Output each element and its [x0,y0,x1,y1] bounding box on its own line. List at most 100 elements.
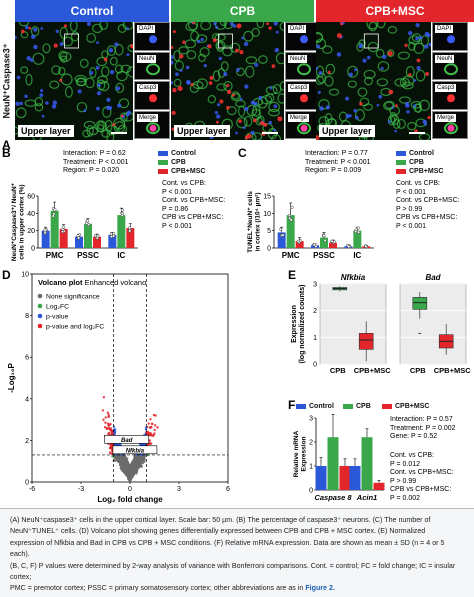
neun-cell [60,55,68,63]
y-tick-label: 20 [27,228,35,235]
casp3-signal [277,116,283,122]
bar-cpb [50,210,59,248]
micrograph-cells [171,22,284,140]
gene-point [101,409,105,412]
bar-cpbmsc [295,241,304,248]
casp3-signal [171,46,174,49]
dapi-nucleus [196,39,201,44]
casp3-signal [103,57,108,62]
dapi-nucleus [254,62,259,67]
category-label: IC [117,251,125,260]
casp3-signal [112,123,116,127]
data-point [120,213,124,217]
dapi-nucleus [108,106,113,110]
micrograph-cells [316,22,431,140]
casp3-signal [216,120,219,124]
dapi-nucleus [114,42,119,47]
dapi-nucleus [126,27,130,31]
dapi-nucleus [97,83,101,87]
casp3-signal [336,33,342,39]
dapi-nucleus [240,98,243,101]
thumbnail-dapi: DAPI [432,22,468,51]
dapi-nucleus [376,103,380,107]
bar-cpb [361,437,373,490]
neun-cell [354,108,366,121]
neun-cell [347,65,359,78]
neun-cell [418,133,431,140]
neun-cell [219,22,228,26]
bar-control [75,236,83,248]
neun-cell [387,26,398,34]
panel-b-legend-control: Control [158,150,196,158]
dapi-nucleus [29,58,34,62]
data-point [347,245,351,249]
figure-2-link[interactable]: Figure 2. [305,584,335,593]
neun-cell [200,22,212,31]
y-tick-label: 15 [263,194,271,201]
dapi-nucleus [318,70,323,75]
gene-point [156,426,159,429]
y-tick-label: 0 [267,246,271,253]
neun-cell [377,61,390,72]
box-cpbmsc [358,333,374,350]
y-tick-label: 0 [313,362,317,369]
neun-cell [82,129,91,138]
dapi-nucleus [235,131,238,135]
panel-c-stats: Interaction: P = 0.77 Treatment: P < 0.00… [305,150,371,175]
dapi-nucleus [229,22,234,26]
dapi-nucleus [213,22,217,26]
data-point [128,229,132,233]
legend-swatch-cpb [343,403,353,409]
neun-cell [83,120,96,130]
dapi-nucleus [33,27,38,32]
gene-point [109,428,112,432]
dapi-nucleus [200,37,204,42]
panel-a-side-label: NeuN⁺Caspase3⁺ [1,43,12,119]
legend-dot [37,303,43,309]
gene-point [139,463,142,466]
facet-background [399,283,467,365]
facet-background [319,283,387,365]
neun-cell [59,26,68,39]
gene-point [146,443,149,446]
gene-label: Bad [121,438,133,444]
dapi-nucleus [345,113,351,119]
neun-cell [318,99,330,110]
panel-b-letter: B [2,146,11,160]
dapi-nucleus [86,22,92,26]
gene-point [143,460,146,463]
neun-cell [97,75,108,84]
neun-cell [69,22,78,32]
casp3-signal [266,22,270,26]
y-tick-label: 3 [313,282,317,289]
neun-cell [62,36,73,47]
dapi-nucleus [106,97,111,102]
casp3-signal [63,24,68,28]
figure-caption: (A) NeuN⁺caspase3⁺ cells in the upper co… [0,508,474,597]
neun-cell [79,58,89,68]
thumbnail-cell [297,62,311,75]
bar-cpbmsc [329,242,337,248]
neun-cell [297,121,311,134]
upper-layer-label: Upper layer [319,125,375,137]
panel-f-legend-control: Control [296,403,334,411]
y-tick-label: 1 [309,464,313,471]
dapi-nucleus [39,89,44,93]
thumbnail-cell [444,121,458,134]
neun-cell [397,51,410,60]
gene-point [144,427,148,431]
casp3-signal [239,49,244,55]
data-point [128,226,132,230]
legend-label: Log₂FC [46,304,69,311]
y-axis-label: TUNEL⁺NeuN⁺ cellsin cortex (/10⁴ µm²) [247,191,262,253]
bar-control [277,232,286,248]
dapi-nucleus [325,105,330,110]
casp3-signal [427,116,431,120]
neun-cell [275,52,284,65]
legend-label: p-value and log₂FC [46,324,104,331]
casp3-signal [209,75,214,80]
neun-cell [376,78,389,87]
data-point [288,213,292,217]
neun-cell [106,124,118,136]
y-tick-label: 0 [309,488,313,495]
